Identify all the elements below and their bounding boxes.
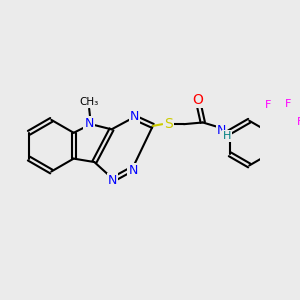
Text: N: N [128, 164, 138, 177]
Text: N: N [85, 117, 94, 130]
Text: H: H [223, 131, 231, 141]
Text: O: O [192, 93, 203, 107]
Text: CH₃: CH₃ [80, 97, 99, 107]
Text: N: N [217, 124, 226, 137]
Text: F: F [265, 100, 271, 110]
Text: F: F [284, 99, 291, 110]
Text: S: S [164, 117, 173, 131]
Text: N: N [108, 175, 117, 188]
Text: F: F [297, 117, 300, 127]
Text: N: N [130, 110, 140, 123]
